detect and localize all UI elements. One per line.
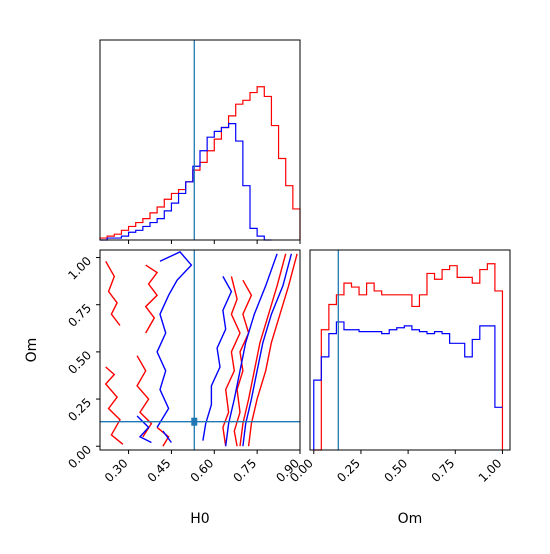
- om-xtick-label-3: 0.50: [381, 456, 410, 485]
- joint-xlabel: H0: [190, 511, 209, 527]
- contour-blue-6: [162, 430, 172, 443]
- om-xlabel: Om: [398, 511, 423, 527]
- joint-ytick-label-1: 0.00: [65, 442, 94, 471]
- joint-xtick-label-4: 0.75: [230, 456, 259, 485]
- contour-red-2: [239, 253, 287, 447]
- joint-ytick-label-3: 0.50: [65, 348, 94, 377]
- om-hist-frame: [309, 249, 511, 451]
- om-xtick-label-2: 0.25: [334, 456, 363, 485]
- joint-ytick-label-5: 1.00: [65, 254, 94, 283]
- joint-xtick-label-1: 0.30: [102, 456, 131, 485]
- contour-blue-4: [202, 276, 233, 441]
- joint-truth-marker: [191, 417, 198, 426]
- joint-ylabel: Om: [24, 338, 40, 363]
- joint-xtick-label-3: 0.60: [188, 456, 217, 485]
- om-hist-series-2: [313, 321, 503, 450]
- h0-hist-series-2: [100, 123, 272, 241]
- contour-red-6: [105, 260, 121, 326]
- om-hist-series-1: [313, 263, 504, 451]
- joint-ytick-label-4: 0.75: [65, 301, 94, 330]
- joint-xtick-label-2: 0.45: [145, 456, 174, 485]
- contour-red-7: [136, 355, 153, 438]
- joint-ytick-label-2: 0.25: [65, 395, 94, 424]
- contour-blue-3: [156, 251, 193, 428]
- contour-blue-2: [225, 253, 278, 447]
- joint-frame: [99, 249, 301, 451]
- contour-red-3: [222, 276, 241, 447]
- om-xtick-label-4: 0.75: [429, 456, 458, 485]
- contour-red-9: [156, 426, 170, 447]
- contour-red-1: [247, 253, 298, 447]
- h0-hist-frame: [99, 39, 301, 241]
- om-xtick-label-5: 1.00: [476, 456, 505, 485]
- contour-red-5: [144, 264, 159, 334]
- contour-blue-1: [242, 253, 293, 447]
- contour-blue-5: [136, 415, 152, 444]
- contour-red-8: [104, 366, 124, 445]
- joint-contours: [104, 251, 298, 447]
